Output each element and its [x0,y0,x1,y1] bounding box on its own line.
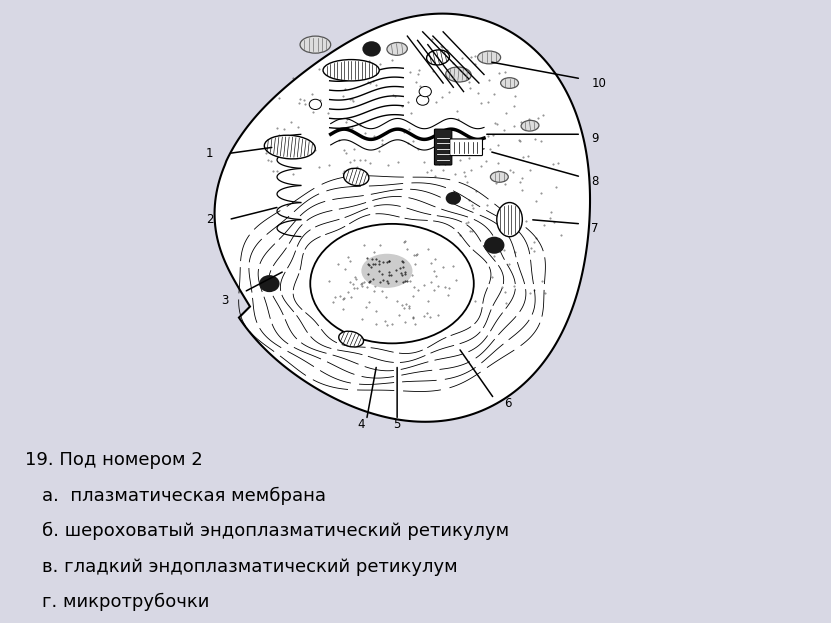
Text: 5: 5 [393,418,401,431]
Ellipse shape [310,224,474,343]
Circle shape [445,192,461,205]
Ellipse shape [490,171,509,183]
Ellipse shape [361,254,412,288]
Circle shape [259,275,279,292]
Circle shape [362,41,381,57]
Circle shape [416,95,429,105]
Ellipse shape [300,36,331,53]
FancyBboxPatch shape [435,129,452,165]
Ellipse shape [323,60,379,81]
Text: 7: 7 [592,222,599,235]
Ellipse shape [426,50,450,65]
Ellipse shape [497,202,523,237]
Text: 6: 6 [504,397,512,409]
Circle shape [309,99,322,110]
Text: 3: 3 [221,294,229,307]
Text: 8: 8 [592,174,598,188]
Ellipse shape [445,67,471,82]
Text: 19. Под номером 2: 19. Под номером 2 [25,451,203,469]
Text: 2: 2 [205,213,213,226]
Ellipse shape [478,51,500,64]
Text: б. шероховатый эндоплазматический ретикулум: б. шероховатый эндоплазматический ретику… [42,522,509,540]
Circle shape [484,237,504,254]
Text: г. микротрубочки: г. микротрубочки [42,593,209,611]
Ellipse shape [264,135,315,159]
Ellipse shape [500,78,519,88]
Circle shape [419,87,431,97]
Ellipse shape [387,42,407,55]
Ellipse shape [344,168,369,186]
Text: 9: 9 [592,132,599,145]
Polygon shape [214,14,590,422]
FancyBboxPatch shape [450,139,483,156]
Text: а.  плазматическая мембрана: а. плазматическая мембрана [42,487,326,505]
Text: 4: 4 [357,418,365,431]
Ellipse shape [521,120,539,131]
Text: 1: 1 [205,147,213,160]
Text: в. гладкий эндоплазматический ретикулум: в. гладкий эндоплазматический ретикулум [42,558,457,576]
Ellipse shape [339,331,363,347]
Text: 10: 10 [592,77,607,90]
